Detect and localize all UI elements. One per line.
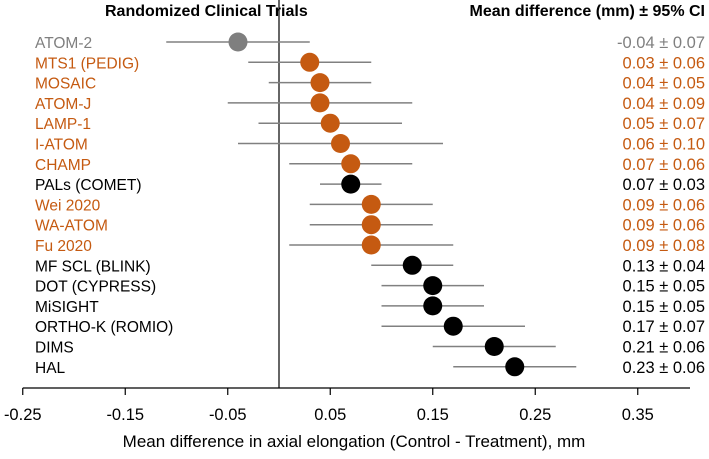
x-tick-label: -0.15 [106, 406, 144, 424]
mean-ci-label: 0.21 ± 0.06 [623, 339, 705, 357]
point-estimate [310, 73, 330, 93]
mean-ci-label: 0.17 ± 0.07 [623, 318, 705, 336]
study-row: Wei 2020 0.09 ± 0.06 [35, 194, 705, 214]
mean-ci-label: 0.04 ± 0.05 [623, 75, 705, 93]
mean-ci-label: 0.15 ± 0.05 [623, 278, 705, 296]
point-estimate [331, 134, 350, 153]
left-column-title: Randomized Clinical Trials [105, 3, 308, 20]
x-tick-label: 0.15 [417, 406, 449, 424]
study-name: MiSIGHT [35, 299, 99, 316]
mean-ci-label: 0.09 ± 0.08 [623, 237, 705, 255]
point-estimate [310, 93, 330, 113]
point-estimate [300, 52, 320, 72]
study-row: DOT (CYPRESS) 0.15 ± 0.05 [35, 276, 705, 296]
study-row: LAMP-1 0.05 ± 0.07 [35, 113, 705, 133]
point-estimate [320, 113, 340, 133]
mean-ci-label: 0.06 ± 0.10 [623, 136, 705, 154]
study-row: DIMS 0.21 ± 0.06 [35, 337, 705, 357]
study-name: MF SCL (BLINK) [35, 258, 151, 275]
mean-ci-label: 0.07 ± 0.03 [623, 176, 705, 194]
study-row: I-ATOM 0.06 ± 0.10 [35, 134, 705, 154]
study-name: MOSAIC [35, 76, 96, 93]
x-tick-label: 0.35 [622, 406, 654, 424]
study-row: WA-ATOM 0.09 ± 0.06 [35, 215, 705, 235]
x-tick-label: -0.05 [209, 406, 247, 424]
mean-ci-label: 0.04 ± 0.09 [623, 95, 705, 113]
study-row: MF SCL (BLINK) 0.13 ± 0.04 [35, 255, 705, 275]
study-row: ORTHO-K (ROMIO) 0.17 ± 0.07 [35, 316, 705, 336]
point-estimate [361, 194, 381, 214]
x-tick-label: 0.05 [314, 406, 346, 424]
point-estimate [361, 215, 381, 235]
point-estimate [443, 316, 463, 336]
point-estimate [228, 32, 248, 52]
study-row: MTS1 (PEDIG) 0.03 ± 0.06 [35, 52, 705, 72]
point-estimate [402, 255, 422, 275]
mean-ci-label: 0.15 ± 0.05 [623, 298, 705, 316]
study-rows: ATOM-2 -0.04 ± 0.07 MTS1 (PEDIG) 0.03 ± 0.0… [35, 32, 705, 377]
point-estimate [423, 276, 443, 296]
mean-ci-label: 0.13 ± 0.04 [623, 257, 705, 275]
study-row: ATOM-2 -0.04 ± 0.07 [35, 32, 705, 52]
study-row: HAL 0.23 ± 0.06 [35, 357, 705, 377]
study-name: HAL [35, 360, 66, 377]
study-name: I-ATOM [35, 137, 88, 154]
study-row: MOSAIC 0.04 ± 0.05 [35, 73, 705, 93]
x-tick-label: 0.25 [519, 406, 551, 424]
point-estimate [341, 174, 361, 194]
study-name: WA-ATOM [35, 218, 108, 235]
point-estimate [505, 357, 525, 377]
study-name: PALs (COMET) [35, 177, 142, 194]
mean-ci-label: 0.09 ± 0.06 [623, 196, 705, 214]
x-axis: -0.25 -0.15 -0.05 0.05 0.15 0.25 0.35 [4, 387, 690, 424]
study-name: ORTHO-K (ROMIO) [35, 319, 173, 336]
right-column-title: Mean difference (mm) ± 95% CI [469, 3, 705, 20]
study-name: DOT (CYPRESS) [35, 279, 156, 296]
point-estimate [361, 235, 381, 255]
mean-ci-label: 0.23 ± 0.06 [623, 359, 705, 377]
study-name: ATOM-J [35, 96, 91, 113]
study-name: MTS1 (PEDIG) [35, 55, 139, 72]
study-name: DIMS [35, 340, 74, 357]
mean-ci-label: 0.05 ± 0.07 [623, 115, 705, 133]
point-estimate [341, 154, 361, 174]
study-row: PALs (COMET) 0.07 ± 0.03 [35, 174, 705, 194]
point-estimate [423, 296, 443, 316]
study-name: ATOM-2 [35, 35, 92, 52]
study-row: MiSIGHT 0.15 ± 0.05 [35, 296, 705, 316]
mean-ci-label: 0.07 ± 0.06 [623, 156, 705, 174]
mean-ci-label: 0.03 ± 0.06 [623, 54, 705, 72]
point-estimate [484, 337, 504, 356]
x-axis-label: Mean difference in axial elongation (Con… [123, 432, 586, 451]
x-tick-label: -0.25 [4, 406, 42, 424]
study-row: ATOM-J 0.04 ± 0.09 [35, 93, 705, 113]
study-row: CHAMP 0.07 ± 0.06 [35, 154, 705, 174]
study-name: Fu 2020 [35, 238, 92, 255]
mean-ci-label: -0.04 ± 0.07 [617, 34, 705, 52]
study-row: Fu 2020 0.09 ± 0.08 [35, 235, 705, 255]
mean-ci-label: 0.09 ± 0.06 [623, 217, 705, 235]
study-name: CHAMP [35, 157, 91, 174]
study-name: LAMP-1 [35, 116, 91, 133]
study-name: Wei 2020 [35, 197, 101, 214]
